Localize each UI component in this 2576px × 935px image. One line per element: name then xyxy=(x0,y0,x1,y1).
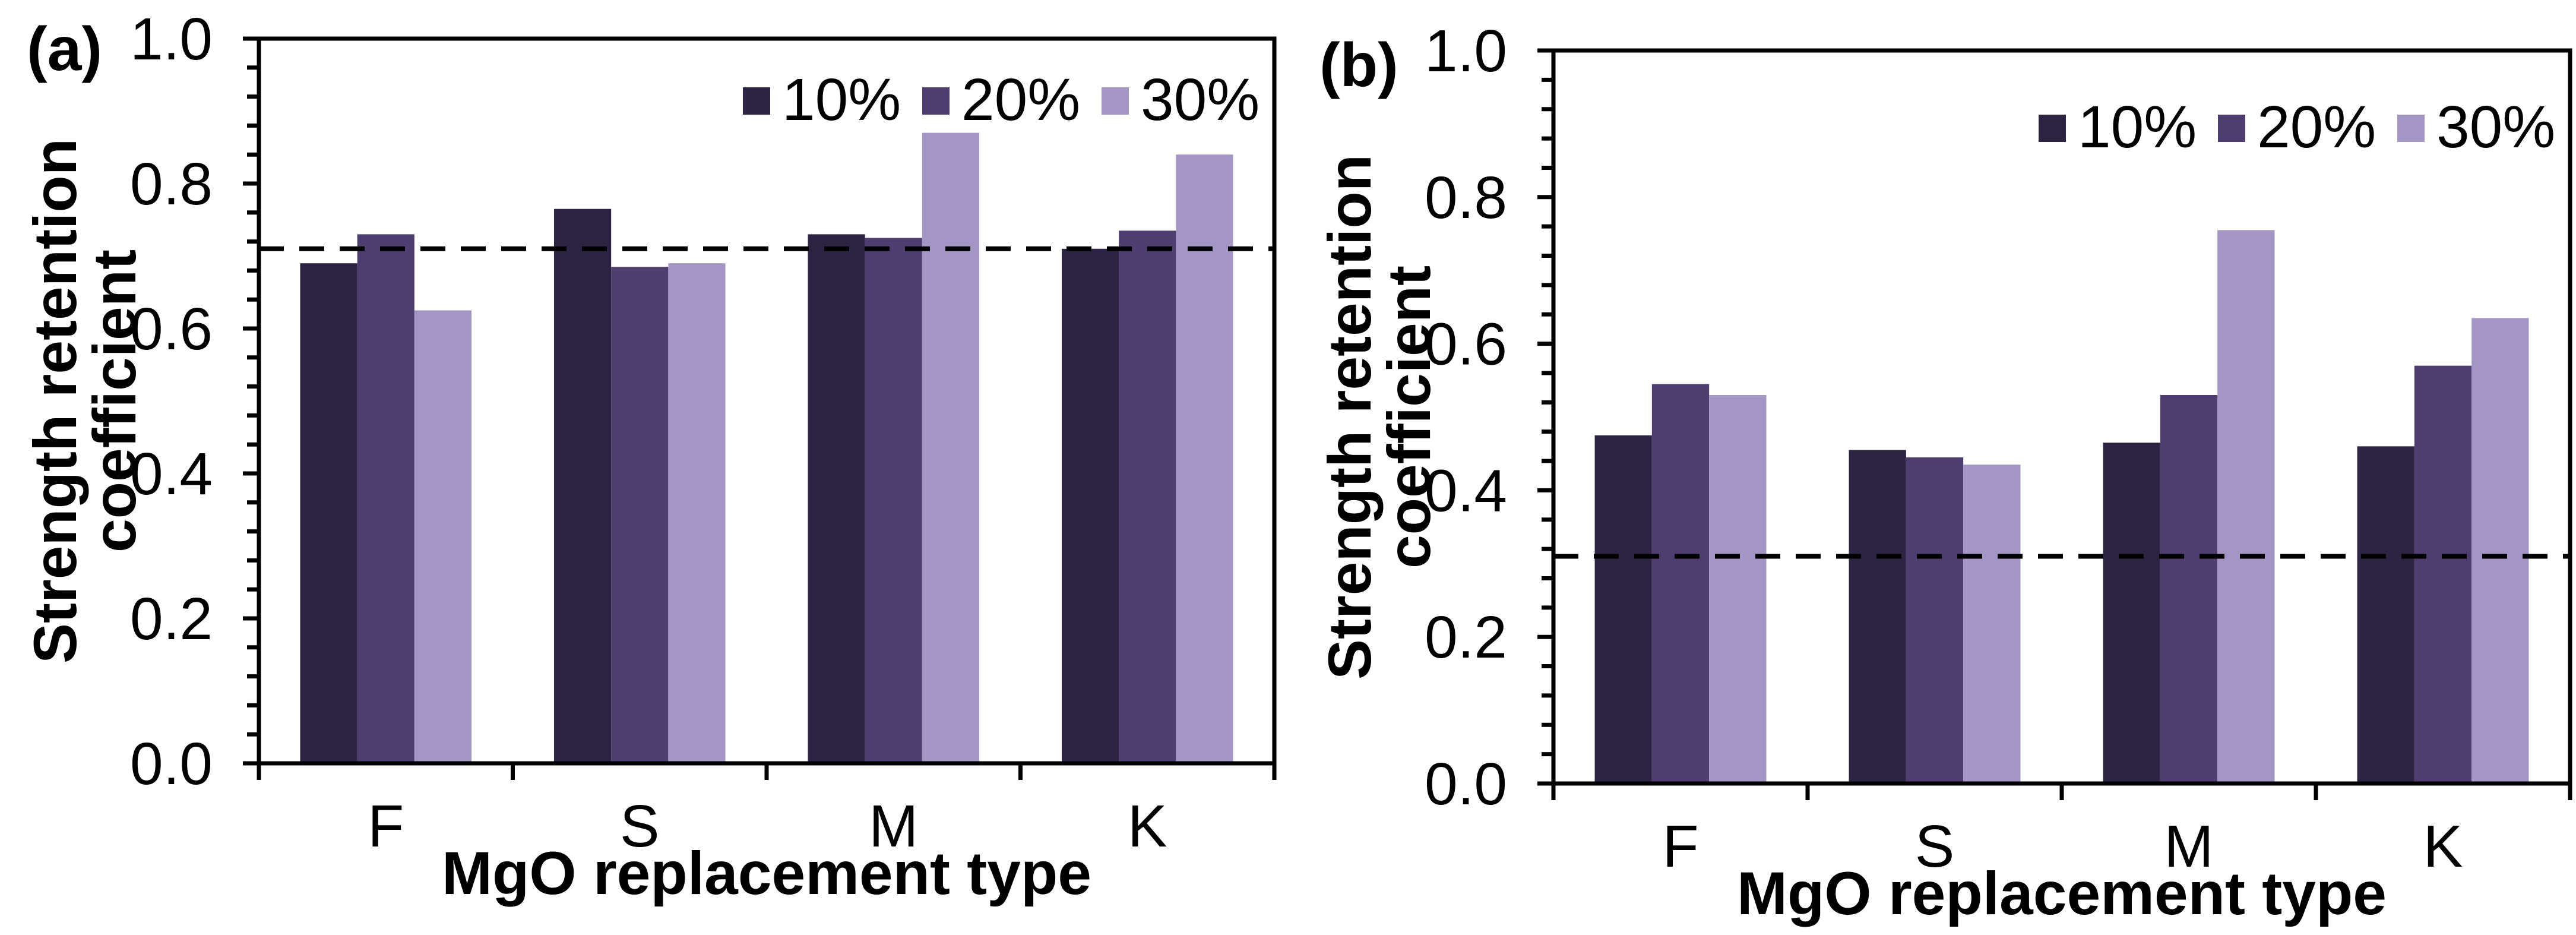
y-tick-label: 0.0 xyxy=(1425,751,1507,817)
y-tick-label: 0.2 xyxy=(1425,604,1507,671)
panel-a: 0.0 0.2 0.4 0.6 0.8 1.0 F S M K MgO replacement ty… xyxy=(21,6,1277,907)
x-category-label-M: M xyxy=(2164,813,2213,880)
legend-swatch-20% xyxy=(2218,115,2245,142)
y-tick-label: 0.6 xyxy=(130,296,213,362)
legend-swatch-10% xyxy=(743,87,770,115)
legend-swatch-30% xyxy=(1102,87,1129,115)
axis-ticks xyxy=(1537,48,2572,800)
y-axis-title-line2: coefficient xyxy=(81,249,148,552)
bar-a-S-10% xyxy=(553,209,612,763)
bar-b-M-20% xyxy=(2160,394,2218,784)
x-category-label-S: S xyxy=(1915,813,1955,880)
legend-label-30%: 30% xyxy=(2436,94,2555,160)
legend-label-20%: 20% xyxy=(961,67,1080,133)
bar-b-M-30% xyxy=(2217,230,2275,784)
panel-label-a: (a) xyxy=(27,15,102,84)
y-tick-label: 0.4 xyxy=(130,441,213,507)
x-axis-title: MgO replacement type xyxy=(442,839,1091,907)
axis-ticks xyxy=(243,36,1277,780)
x-axis-title: MgO replacement type xyxy=(1737,860,2387,927)
y-tick-label: 0.8 xyxy=(130,151,213,217)
bar-a-K-10% xyxy=(1061,248,1119,763)
bar-b-F-10% xyxy=(1594,435,1652,784)
x-category-label-F: F xyxy=(368,793,404,860)
legend-label-30%: 30% xyxy=(1141,67,1259,133)
y-tick-label: 0.6 xyxy=(1425,311,1507,378)
x-category-label-K: K xyxy=(2423,813,2463,880)
bar-a-F-10% xyxy=(300,263,357,763)
y-tick-label: 1.0 xyxy=(1425,18,1507,84)
legend-label-10%: 10% xyxy=(782,67,901,133)
legend: 10% 20% 30% xyxy=(743,67,1259,133)
bar-b-K-30% xyxy=(2471,318,2529,784)
x-category-label-M: M xyxy=(869,793,918,860)
y-tick-label: 1.0 xyxy=(130,6,213,72)
bar-b-S-30% xyxy=(1963,465,2021,784)
legend-label-10%: 10% xyxy=(2078,94,2197,160)
bar-a-M-20% xyxy=(865,238,922,763)
legend: 10% 20% 30% xyxy=(2039,94,2555,160)
y-axis-title-line1: Strength retention xyxy=(1316,154,1384,680)
y-axis-title-line1: Strength retention xyxy=(21,138,89,664)
bar-b-S-20% xyxy=(1906,457,1964,784)
bar-a-F-20% xyxy=(357,234,414,763)
x-category-label-S: S xyxy=(620,793,660,860)
bar-b-S-10% xyxy=(1849,450,1906,784)
legend-swatch-20% xyxy=(922,87,950,115)
bar-b-F-30% xyxy=(1709,394,1767,784)
bar-a-K-30% xyxy=(1176,154,1233,764)
x-category-label-K: K xyxy=(1128,793,1167,860)
y-tick-label: 0.8 xyxy=(1425,165,1507,231)
bar-a-M-10% xyxy=(808,234,865,763)
bar-a-S-30% xyxy=(668,263,726,763)
bar-b-F-20% xyxy=(1651,384,1710,784)
y-tick-label: 0.2 xyxy=(130,586,213,652)
bar-a-S-20% xyxy=(611,267,669,763)
bar-b-K-10% xyxy=(2357,446,2414,784)
panel-label-b: (b) xyxy=(1319,31,1398,100)
bar-a-M-30% xyxy=(922,132,980,764)
bar-b-M-10% xyxy=(2103,443,2160,784)
y-tick-label: 0.0 xyxy=(130,731,213,797)
legend-swatch-30% xyxy=(2397,115,2425,142)
bar-a-F-30% xyxy=(414,310,472,763)
panel-b: 0.0 0.2 0.4 0.6 0.8 1.0 F S M K MgO replacement ty… xyxy=(1316,18,2572,927)
bar-b-K-20% xyxy=(2414,365,2472,784)
legend-label-20%: 20% xyxy=(2257,94,2376,160)
legend-swatch-10% xyxy=(2039,115,2066,142)
y-tick-label: 0.4 xyxy=(1425,457,1507,524)
x-category-label-F: F xyxy=(1662,813,1698,880)
y-axis-title-line2: coefficient xyxy=(1375,266,1443,568)
bar-a-K-20% xyxy=(1119,230,1176,763)
